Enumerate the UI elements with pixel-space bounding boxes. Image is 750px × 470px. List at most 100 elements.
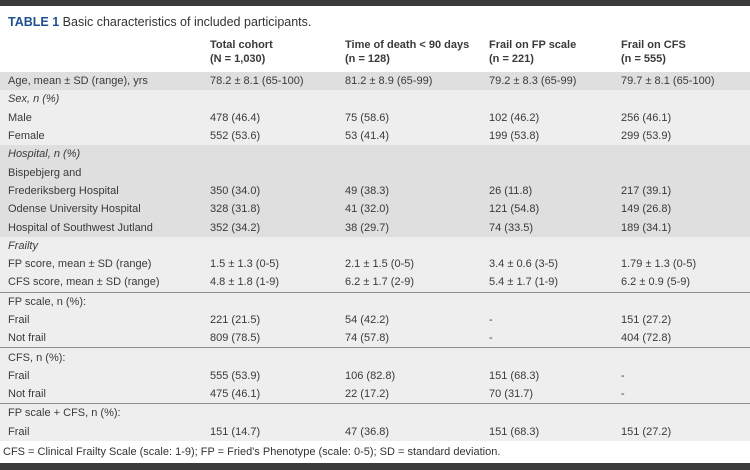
cell-value: 81.2 ± 8.9 (65-99) [345, 72, 489, 91]
table-row: CFS score, mean ± SD (range) 4.8 ± 1.8 (1… [0, 273, 750, 293]
column-header: Total cohort (N = 1,030) [210, 39, 273, 65]
row-label: FP scale + CFS, n (%): [0, 403, 210, 423]
column-header: Frail on FP scale (n = 221) [489, 39, 577, 65]
cell-value: 22 (17.2) [345, 385, 489, 404]
cell-value [210, 90, 345, 109]
cell-value: - [621, 385, 750, 404]
table-row: FP scale + CFS, n (%): [0, 403, 750, 423]
cell-value: 199 (53.8) [489, 126, 621, 146]
row-label: Age, mean ± SD (range), yrs [0, 72, 210, 91]
cell-value [489, 163, 621, 182]
table-row: CFS, n (%): [0, 347, 750, 367]
row-label: Frail [0, 422, 210, 441]
table-row: Age, mean ± SD (range), yrs 78.2 ± 8.1 (6… [0, 72, 750, 91]
cell-value: - [621, 366, 750, 386]
cell-value: 6.2 ± 1.7 (2-9) [345, 273, 489, 293]
table-row: Not frail 809 (78.5) 74 (57.8) -404 (72.8) [0, 329, 750, 348]
cell-value [210, 145, 345, 164]
cell-value: 552 (53.6) [210, 126, 345, 146]
cell-value [621, 90, 750, 109]
cell-value: 70 (31.7) [489, 385, 621, 404]
table-row: Hospital of Southwest Jutland 352 (34.2) 3… [0, 218, 750, 237]
cell-value: 256 (46.1) [621, 108, 750, 127]
row-label: Frail [0, 310, 210, 330]
header-row: Total cohort (N = 1,030) Time of death < 9… [0, 39, 750, 72]
top-rule [0, 0, 750, 6]
cell-value: 151 (14.7) [210, 422, 345, 441]
cell-value: 5.4 ± 1.7 (1-9) [489, 273, 621, 293]
table-row: Odense University Hospital 328 (31.8) 41 (… [0, 200, 750, 219]
cell-value: - [489, 329, 621, 348]
cell-value [345, 291, 489, 311]
table-row: Frail 151 (14.7) 47 (36.8) 151 (68.3) 151 (2… [0, 422, 750, 441]
table-row: Frail 221 (21.5) 54 (42.2) -151 (27.2) [0, 310, 750, 330]
table-title-text: Basic characteristics of included partic… [62, 15, 312, 29]
cell-value [489, 347, 621, 367]
cell-value: 47 (36.8) [345, 422, 489, 441]
cell-value [489, 236, 621, 255]
cell-value: 350 (34.0) [210, 181, 345, 201]
cell-value [345, 163, 489, 182]
row-label: Female [0, 126, 210, 146]
cell-value: 49 (38.3) [345, 181, 489, 201]
cell-value: 221 (21.5) [210, 310, 345, 330]
column-header: Time of death < 90 days (n = 128) [345, 39, 470, 65]
cell-value [345, 145, 489, 164]
cell-value [621, 236, 750, 255]
row-label-column-header [0, 39, 210, 72]
cell-value [621, 145, 750, 164]
cell-value: 555 (53.9) [210, 366, 345, 386]
bottom-rule [0, 462, 750, 470]
cell-value: 79.2 ± 8.3 (65-99) [489, 72, 621, 91]
column-header: Frail on CFS (n = 555) [621, 39, 686, 65]
table-row: Female 552 (53.6) 53 (41.4) 199 (53.8) 299 (… [0, 126, 750, 146]
cell-value [345, 90, 489, 109]
table-row: Frail 555 (53.9) 106 (82.8) 151 (68.3) - [0, 366, 750, 386]
table-row: FP scale, n (%): [0, 291, 750, 311]
cell-value [345, 347, 489, 367]
cell-value: 102 (46.2) [489, 108, 621, 127]
cell-value: 74 (57.8) [345, 329, 489, 348]
row-label: Frail [0, 366, 210, 386]
cell-value: - [489, 310, 621, 330]
cell-value: 26 (11.8) [489, 181, 621, 201]
cell-value: 151 (68.3) [489, 422, 621, 441]
table-footnote: CFS = Clinical Frailty Scale (scale: 1-9… [3, 445, 501, 458]
cell-value: 151 (27.2) [621, 310, 750, 330]
cell-value: 151 (68.3) [489, 366, 621, 386]
table-row: Male 478 (46.4) 75 (58.6) 102 (46.2) 256 (46… [0, 108, 750, 127]
cell-value: 38 (29.7) [345, 218, 489, 237]
cell-value: 78.2 ± 8.1 (65-100) [210, 72, 345, 91]
row-label: Hospital of Southwest Jutland [0, 218, 210, 237]
cell-value [489, 291, 621, 311]
table-row: Not frail 475 (46.1) 22 (17.2) 70 (31.7) - [0, 385, 750, 404]
cell-value: 299 (53.9) [621, 126, 750, 146]
cell-value: 1.79 ± 1.3 (0-5) [621, 254, 750, 274]
row-label: Sex, n (%) [0, 90, 210, 109]
table-row: Sex, n (%) [0, 90, 750, 109]
table-row: Frailty [0, 236, 750, 255]
row-label: FP score, mean ± SD (range) [0, 254, 210, 274]
row-label: Not frail [0, 329, 210, 348]
table-body: Age, mean ± SD (range), yrs 78.2 ± 8.1 (6… [0, 72, 750, 441]
cell-value [621, 347, 750, 367]
cell-value: 475 (46.1) [210, 385, 345, 404]
cell-value: 121 (54.8) [489, 200, 621, 219]
cell-value: 149 (26.8) [621, 200, 750, 219]
cell-value: 4.8 ± 1.8 (1-9) [210, 273, 345, 293]
cell-value [621, 403, 750, 423]
cell-value [345, 403, 489, 423]
cell-value [210, 236, 345, 255]
cell-value [489, 90, 621, 109]
cell-value: 404 (72.8) [621, 329, 750, 348]
cell-value [345, 236, 489, 255]
cell-value: 2.1 ± 1.5 (0-5) [345, 254, 489, 274]
cell-value: 75 (58.6) [345, 108, 489, 127]
cell-value: 809 (78.5) [210, 329, 345, 348]
cell-value: 106 (82.8) [345, 366, 489, 386]
cell-value [621, 163, 750, 182]
row-label: Frailty [0, 236, 210, 255]
cell-value: 217 (39.1) [621, 181, 750, 201]
row-label: Not frail [0, 385, 210, 404]
cell-value [210, 347, 345, 367]
